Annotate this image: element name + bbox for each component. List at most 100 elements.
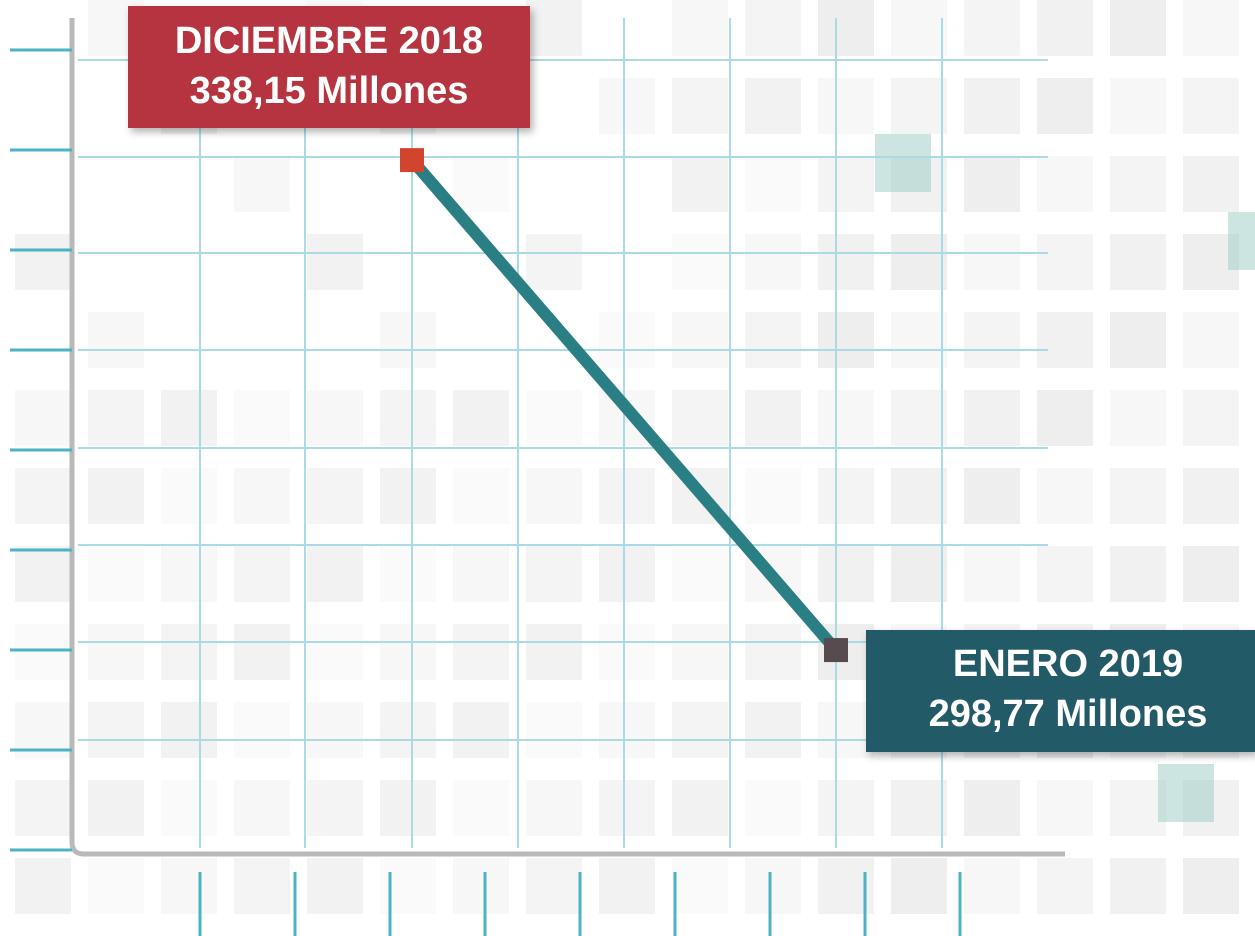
bg-square xyxy=(380,390,436,446)
bg-square xyxy=(891,546,947,602)
bg-square xyxy=(1037,780,1093,836)
bg-square xyxy=(1183,390,1239,446)
label-category: DICIEMBRE 2018 xyxy=(175,20,483,62)
bg-square xyxy=(307,780,363,836)
bg-square xyxy=(1037,468,1093,524)
bg-square xyxy=(453,858,509,914)
bg-square xyxy=(1110,780,1166,836)
bg-square xyxy=(453,780,509,836)
bg-square xyxy=(453,468,509,524)
bg-square xyxy=(672,546,728,602)
bg-square xyxy=(745,858,801,914)
label-box-bg xyxy=(866,630,1255,752)
bg-square xyxy=(1110,234,1166,290)
bg-square xyxy=(380,312,436,368)
bg-square xyxy=(526,0,582,56)
bg-square xyxy=(453,390,509,446)
bg-square xyxy=(1183,468,1239,524)
bg-square xyxy=(88,468,144,524)
bg-square xyxy=(307,858,363,914)
label-box: ENERO 2019 298,77 Millones xyxy=(866,630,1255,752)
bg-square xyxy=(818,702,874,758)
data-point xyxy=(824,638,848,663)
bg-square xyxy=(234,624,290,680)
bg-square xyxy=(672,624,728,680)
bg-square xyxy=(1183,78,1239,134)
bg-square xyxy=(1183,858,1239,914)
bg-square xyxy=(526,624,582,680)
bg-square xyxy=(891,858,947,914)
bg-square xyxy=(1037,858,1093,914)
bg-square xyxy=(1110,0,1166,56)
bg-square xyxy=(599,78,655,134)
bg-square xyxy=(380,546,436,602)
bg-square xyxy=(307,234,363,290)
bg-square xyxy=(88,858,144,914)
bg-square xyxy=(1037,78,1093,134)
label-value: 298,77 Millones xyxy=(929,693,1208,735)
bg-square xyxy=(234,468,290,524)
bg-square xyxy=(15,780,71,836)
bg-square xyxy=(1037,0,1093,56)
bg-square xyxy=(745,624,801,680)
bg-square xyxy=(1158,764,1214,822)
bg-square xyxy=(307,546,363,602)
bg-square xyxy=(745,156,801,212)
bg-square xyxy=(891,234,947,290)
bg-square xyxy=(672,312,728,368)
bg-square xyxy=(1037,390,1093,446)
bg-square xyxy=(875,134,931,192)
bg-square xyxy=(307,468,363,524)
bg-square xyxy=(234,780,290,836)
bg-square xyxy=(672,0,728,56)
axes xyxy=(10,18,1065,936)
bg-square xyxy=(1037,546,1093,602)
bg-square xyxy=(526,234,582,290)
bg-square xyxy=(1110,390,1166,446)
bg-square xyxy=(1110,78,1166,134)
bg-square xyxy=(526,780,582,836)
bg-square xyxy=(964,858,1020,914)
bg-square xyxy=(1037,312,1093,368)
bg-square xyxy=(161,780,217,836)
bg-square xyxy=(672,780,728,836)
bg-square xyxy=(234,156,290,212)
bg-square xyxy=(526,702,582,758)
bg-square xyxy=(818,312,874,368)
bg-square xyxy=(599,546,655,602)
bg-square xyxy=(599,312,655,368)
bg-square xyxy=(599,468,655,524)
bg-square xyxy=(15,468,71,524)
bg-square xyxy=(745,468,801,524)
bg-square xyxy=(161,468,217,524)
bg-square xyxy=(1183,156,1239,212)
bg-square xyxy=(964,468,1020,524)
bg-square xyxy=(818,78,874,134)
bg-square xyxy=(1228,212,1255,270)
bg-square xyxy=(745,390,801,446)
bg-square xyxy=(964,156,1020,212)
bg-square xyxy=(88,624,144,680)
bg-square xyxy=(234,858,290,914)
bg-square xyxy=(1037,234,1093,290)
bg-square xyxy=(891,78,947,134)
bg-square xyxy=(234,390,290,446)
bg-square xyxy=(88,312,144,368)
bg-square xyxy=(526,546,582,602)
bg-square xyxy=(88,546,144,602)
bg-square xyxy=(1110,546,1166,602)
bg-square xyxy=(88,702,144,758)
bg-square xyxy=(818,390,874,446)
bg-square xyxy=(818,468,874,524)
bg-square xyxy=(234,702,290,758)
bg-square xyxy=(964,78,1020,134)
bg-square xyxy=(161,390,217,446)
bg-square xyxy=(15,624,71,680)
bg-square xyxy=(672,390,728,446)
bg-square xyxy=(307,624,363,680)
bg-square xyxy=(891,468,947,524)
bg-square xyxy=(818,156,874,212)
bg-square xyxy=(161,546,217,602)
bg-square xyxy=(745,234,801,290)
